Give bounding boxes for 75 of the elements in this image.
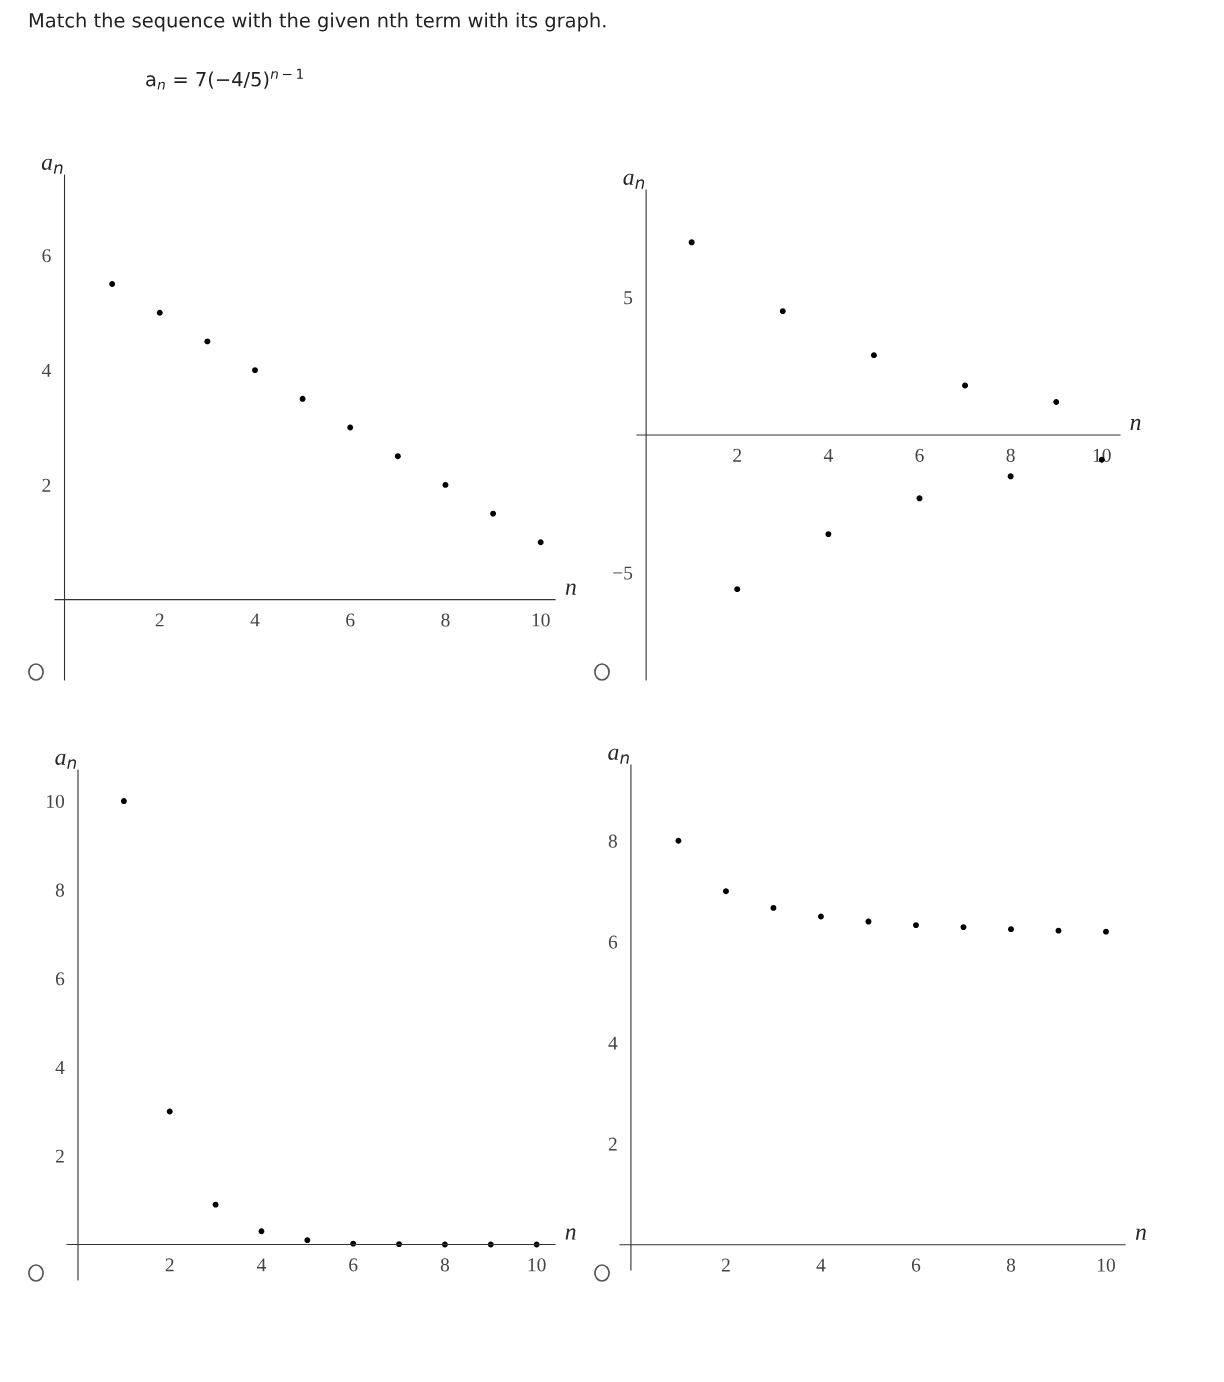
chart-title: Match the sequence with the given nth term with its graph.: [29, 12, 606, 32]
x-tick-label: 2: [733, 448, 742, 462]
point: [394, 453, 401, 460]
point: [537, 539, 544, 546]
x-tick-label: 4: [823, 448, 833, 462]
point: [818, 913, 824, 920]
y-tick-label: 8: [608, 834, 617, 848]
y-tick-label: 4: [55, 1061, 65, 1074]
y-tick-label: 6: [42, 249, 51, 263]
point: [156, 309, 163, 316]
point: [734, 586, 741, 593]
point: [722, 888, 729, 895]
x-tick-label: 2: [165, 1258, 174, 1272]
y-tick-label: 6: [608, 935, 618, 949]
x-axis-title: n: [565, 1228, 576, 1240]
point: [299, 395, 306, 402]
point: [1055, 927, 1062, 934]
point: [962, 382, 969, 389]
x-tick-label: 2: [721, 1258, 730, 1272]
point: [865, 918, 872, 925]
x-tick-label: 10: [1097, 1258, 1115, 1272]
x-tick-label: 8: [440, 1258, 450, 1272]
x-tick-label: 6: [346, 613, 355, 627]
y-tick-label: 2: [55, 1149, 64, 1163]
x-tick-label: 4: [250, 613, 260, 627]
point: [960, 924, 967, 931]
y-tick-label: 10: [47, 794, 65, 808]
y-axis-title: a$_{n}$: [623, 173, 645, 189]
x-axis-title: n: [565, 583, 576, 595]
x-tick-label: 6: [349, 1258, 358, 1272]
point: [1053, 399, 1060, 405]
point: [1103, 928, 1109, 935]
x-axis-title: n: [1130, 418, 1141, 430]
point: [347, 424, 354, 431]
y-tick-label: 5: [624, 291, 633, 305]
x-tick-label: 8: [1006, 448, 1015, 462]
x-tick-label: 10: [1093, 448, 1111, 462]
x-tick-label: 4: [256, 1258, 267, 1272]
x-tick-label: 4: [816, 1258, 826, 1272]
y-axis-title: a$_{n}$: [608, 748, 629, 764]
point: [779, 308, 786, 315]
y-tick-label: 4: [608, 1036, 618, 1050]
y-tick-label: 2: [42, 478, 51, 492]
point: [442, 481, 449, 488]
x-tick-label: 6: [915, 448, 924, 462]
point: [304, 1237, 311, 1244]
point: [252, 367, 258, 374]
y-tick-label: 2: [608, 1137, 617, 1151]
point: [204, 338, 211, 345]
x-axis-title: n: [1135, 1228, 1146, 1240]
chart-subtitle: a$_{n}$ = 7(−4/5)$^{n−1}$: [146, 68, 303, 90]
x-tick-label: 8: [441, 613, 450, 627]
y-tick-label: 4: [41, 364, 52, 377]
y-tick-label: −5: [613, 566, 633, 580]
point: [490, 510, 497, 517]
point: [913, 922, 919, 929]
point: [120, 798, 127, 804]
x-tick-label: 6: [911, 1258, 921, 1272]
point: [770, 904, 777, 911]
point: [258, 1228, 265, 1235]
x-tick-label: 10: [528, 1258, 546, 1272]
y-axis-title: a$_{n}$: [41, 158, 63, 174]
point: [1008, 926, 1014, 933]
y-axis-title: a$_{n}$: [55, 753, 77, 769]
point: [109, 281, 116, 287]
point: [871, 352, 877, 359]
point: [1007, 473, 1014, 480]
y-tick-label: 8: [55, 883, 65, 897]
point: [212, 1201, 219, 1208]
y-tick-label: 6: [55, 972, 65, 986]
x-tick-label: 10: [532, 613, 550, 627]
x-tick-label: 2: [155, 613, 164, 627]
x-tick-label: 8: [1006, 1258, 1016, 1272]
point: [688, 239, 695, 246]
point: [825, 531, 832, 538]
